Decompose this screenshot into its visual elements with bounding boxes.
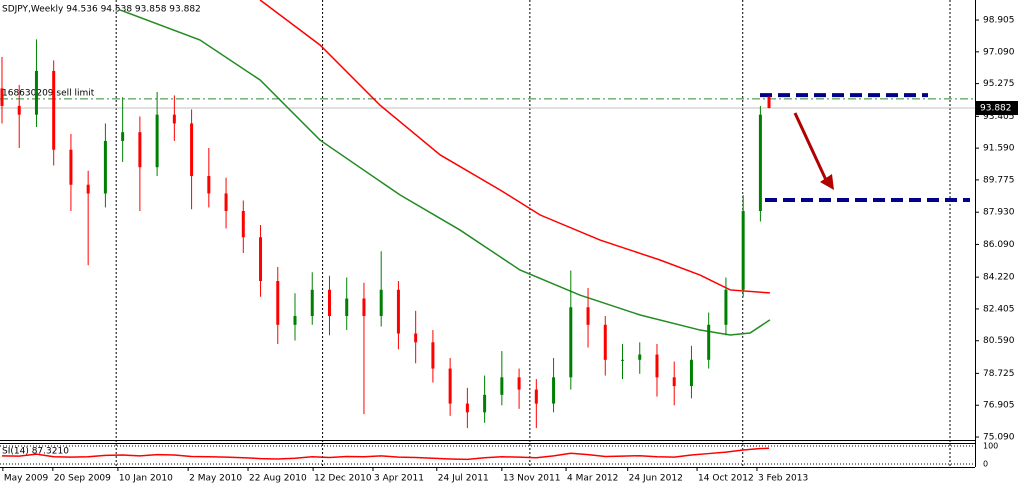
candle-body [517, 377, 521, 390]
x-tick-label: 3 Feb 2013 [758, 474, 808, 484]
x-tick-label: 22 Aug 2010 [249, 474, 307, 484]
arrow-head [820, 174, 834, 190]
x-tick-label: 14 Oct 2012 [698, 474, 754, 484]
candle-body [689, 359, 693, 387]
y-tick-label: 98.905 [983, 16, 1015, 26]
candle-body [103, 140, 107, 194]
candle-body [379, 289, 383, 317]
x-tick-label: 4 Mar 2012 [567, 474, 618, 484]
candle-body [707, 324, 711, 360]
candle-body [638, 354, 642, 360]
candle-body [758, 114, 762, 211]
x-tick-label: 3 Apr 2011 [374, 474, 424, 484]
candle-body [121, 132, 125, 141]
candle-body [138, 132, 142, 168]
candle-body [190, 123, 194, 176]
chart-title: SDJPY,Weekly 94.536 94.538 93.858 93.882 [2, 5, 201, 15]
candle-body [396, 289, 400, 334]
y-tick-label: 76.905 [983, 401, 1015, 411]
y-tick-label: 93.405 [983, 112, 1015, 122]
y-tick-label: 0 [983, 460, 988, 469]
y-tick-label: 86.090 [983, 240, 1015, 250]
moving-average [259, 0, 770, 294]
x-tick-label: 2 May 2010 [189, 474, 242, 484]
candle-body [603, 324, 607, 360]
candle-body [448, 368, 452, 404]
candle-body [0, 88, 4, 106]
candle-body [500, 377, 504, 395]
y-tick-label: 87.930 [983, 208, 1015, 218]
candle-body [276, 281, 280, 325]
candle-body [586, 307, 590, 325]
y-tick-label: 97.090 [983, 47, 1015, 57]
price-box [976, 100, 1018, 115]
candle-body [655, 354, 659, 378]
candle-body [465, 403, 469, 413]
x-tick-label: 24 Jul 2011 [438, 474, 489, 484]
candle-body [483, 394, 487, 413]
candle-body [552, 377, 556, 404]
y-tick-label: 82.405 [983, 304, 1015, 314]
order-label: 168630209 sell limit [2, 88, 95, 98]
x-tick-label: 24 Jun 2012 [629, 474, 683, 484]
candle-body [724, 289, 728, 325]
candle-body [431, 342, 435, 369]
indicator-title: SI(14) 87.3210 [2, 447, 69, 457]
candle-body [672, 377, 676, 387]
candle-body [310, 289, 314, 317]
candle-body [569, 307, 573, 378]
candle-body [259, 237, 263, 282]
candle-body [767, 96, 771, 108]
candle-body [34, 70, 38, 115]
candle-body [86, 184, 90, 194]
candle-body [17, 105, 21, 115]
moving-average [119, 9, 771, 336]
candle-body [69, 149, 73, 185]
y-tick-label: 89.775 [983, 175, 1015, 185]
candle-body [155, 114, 159, 168]
y-tick-label: 100 [983, 442, 998, 451]
y-tick-label: 84.220 [983, 273, 1015, 283]
candle-body [345, 298, 349, 317]
x-tick-label: 13 Nov 2011 [503, 474, 561, 484]
candle-body [327, 289, 331, 317]
candle-body [293, 316, 297, 325]
candle-body [621, 359, 625, 361]
y-tick-label: 78.725 [983, 369, 1015, 379]
y-tick-label: 75.090 [983, 433, 1015, 443]
candle-body [362, 298, 366, 317]
y-tick-label: 80.590 [983, 336, 1015, 346]
arrow-shaft [793, 112, 828, 181]
price-label: 93.882 [980, 103, 1012, 113]
candle-body [534, 389, 538, 404]
x-tick-label: 20 Sep 2009 [54, 474, 111, 484]
candle-body [172, 114, 176, 124]
candle-body [414, 333, 418, 343]
indicator-line [1, 447, 770, 461]
y-tick-label: 91.590 [983, 144, 1015, 154]
candle-body [224, 193, 228, 211]
x-tick-label: May 2009 [4, 474, 49, 484]
candle-body [52, 70, 56, 150]
candle-body [241, 210, 245, 238]
y-tick-label: 95.275 [983, 79, 1015, 89]
x-tick-label: 10 Jan 2010 [119, 474, 173, 484]
candle-body [207, 175, 211, 194]
candle-body [741, 210, 745, 290]
x-tick-label: 12 Dec 2010 [314, 474, 372, 484]
